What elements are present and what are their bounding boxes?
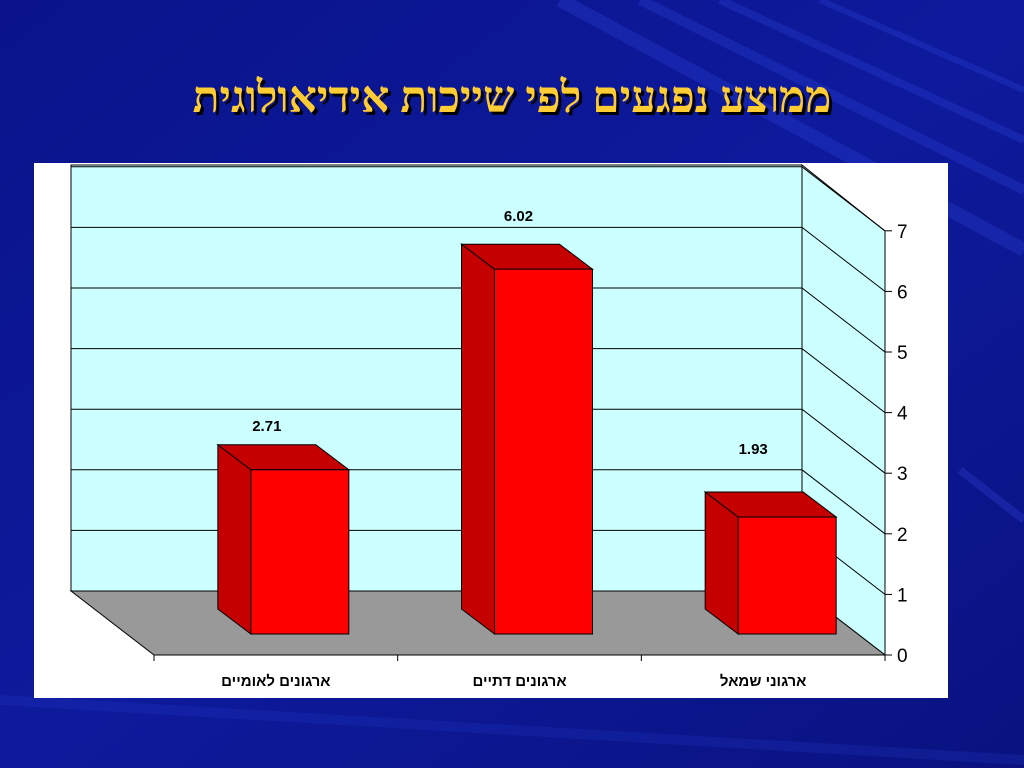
y-tick-label-5: 5 [897, 343, 908, 364]
gridline-7 [71, 166, 886, 232]
y-tick-label-1: 1 [897, 585, 908, 606]
data-label-0: 2.71 [252, 418, 281, 435]
bar-front-1 [494, 268, 593, 635]
gridline-4 [71, 348, 886, 413]
bar-1: 6.02 [460, 208, 594, 636]
bar-front-2 [737, 516, 837, 635]
bar-chart: 0 1 2 3 4 5 6 7 ארגונים לאומיים ארגונים דתיים ארג… [69, 163, 908, 690]
y-tick-label-3: 3 [897, 464, 908, 485]
bar-side-0 [217, 443, 252, 636]
y-tick-label-2: 2 [897, 525, 908, 546]
bar-side-1 [461, 243, 495, 636]
y-tick-label-0: 0 [897, 646, 908, 667]
slide-title: ממוצע נפגעים לפי שייכות אידיאולוגית [192, 73, 832, 122]
bar-0: 2.71 [216, 418, 351, 636]
data-label-2: 1.93 [739, 441, 768, 458]
x-tick-label-1: ארגונים דתיים [472, 673, 566, 690]
gridline-3 [71, 408, 886, 474]
gridline-6 [71, 226, 886, 292]
gridline-5 [71, 287, 886, 353]
x-tick-label-2: ארגוני שמאל [720, 673, 806, 690]
bar-2: 1.93 [703, 441, 838, 636]
x-tick-label-0: ארגונים לאומיים [221, 673, 330, 690]
y-tick-label-6: 6 [897, 282, 908, 303]
chart-back-wall [70, 164, 803, 592]
y-tick-label-4: 4 [897, 404, 908, 425]
chart-panel: 0 1 2 3 4 5 6 7 ארגונים לאומיים ארגונים דתיים ארג… [34, 163, 948, 698]
data-label-1: 6.02 [504, 208, 533, 225]
bar-front-0 [250, 469, 350, 635]
y-tick-label-7: 7 [897, 222, 908, 243]
